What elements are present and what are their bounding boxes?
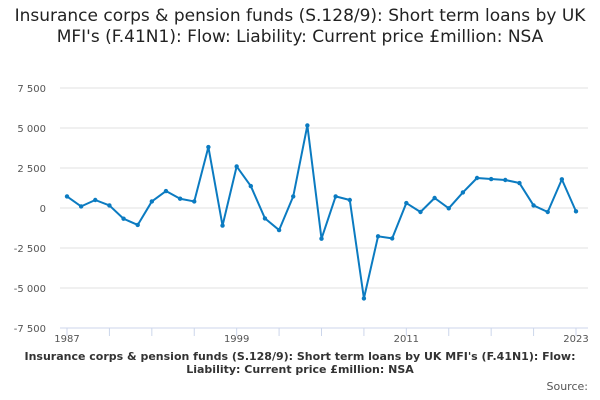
- data-point: [488, 176, 494, 182]
- data-point: [319, 236, 324, 241]
- data-point: [192, 199, 197, 204]
- data-point: [545, 209, 550, 215]
- series-line: [66, 124, 577, 300]
- data-point: [262, 216, 268, 221]
- data-point: [291, 194, 296, 199]
- data-point: [531, 203, 536, 208]
- y-tick-label: -7 500: [14, 324, 46, 335]
- data-point: [375, 234, 381, 239]
- y-axis: 7 500 5 000 2 500 0 -2 500 -5 000 -7 500: [14, 84, 46, 335]
- x-tick-label: 1987: [54, 334, 79, 345]
- data-point: [163, 188, 169, 194]
- data-point: [93, 197, 98, 203]
- data-point: [234, 164, 239, 169]
- x-tick-label: 2011: [394, 334, 419, 345]
- chart-caption: Insurance corps & pension funds (S.128/9…: [24, 350, 576, 376]
- data-point: [305, 123, 310, 128]
- data-point: [573, 209, 579, 214]
- data-point: [177, 196, 183, 201]
- gridlines: [60, 87, 588, 289]
- y-tick-label: 5 000: [17, 124, 46, 135]
- y-tick-label: -5 000: [14, 284, 46, 295]
- data-point: [333, 194, 338, 199]
- data-point: [418, 209, 423, 215]
- data-point: [121, 216, 126, 221]
- data-point: [135, 222, 140, 228]
- source-label: Source:: [546, 380, 589, 393]
- data-point: [404, 200, 409, 206]
- data-point: [559, 177, 565, 182]
- data-point: [517, 180, 522, 186]
- y-tick-label: 0: [40, 204, 46, 215]
- data-point: [206, 144, 211, 150]
- data-point: [503, 177, 508, 183]
- x-tick-label: 2023: [563, 334, 588, 345]
- data-point: [446, 206, 451, 211]
- data-point: [389, 236, 395, 241]
- data-point: [474, 175, 480, 181]
- data-point: [347, 197, 352, 203]
- data-point: [78, 204, 84, 209]
- data-point: [149, 199, 155, 204]
- data-point: [107, 203, 112, 208]
- series-line-group: [64, 123, 579, 301]
- data-point: [220, 223, 225, 228]
- x-axis: 1987 1999 2011 2023: [54, 327, 589, 345]
- x-tick-label: 1999: [224, 334, 249, 345]
- y-tick-label: 2 500: [17, 164, 46, 175]
- y-tick-label: 7 500: [17, 84, 46, 95]
- data-point: [248, 183, 254, 189]
- data-point: [432, 195, 437, 201]
- y-tick-label: -2 500: [14, 244, 46, 255]
- data-point: [276, 227, 282, 233]
- data-point: [460, 190, 466, 195]
- data-point: [361, 296, 367, 301]
- chart-title: Insurance corps & pension funds (S.128/9…: [14, 6, 586, 47]
- data-point: [64, 194, 70, 199]
